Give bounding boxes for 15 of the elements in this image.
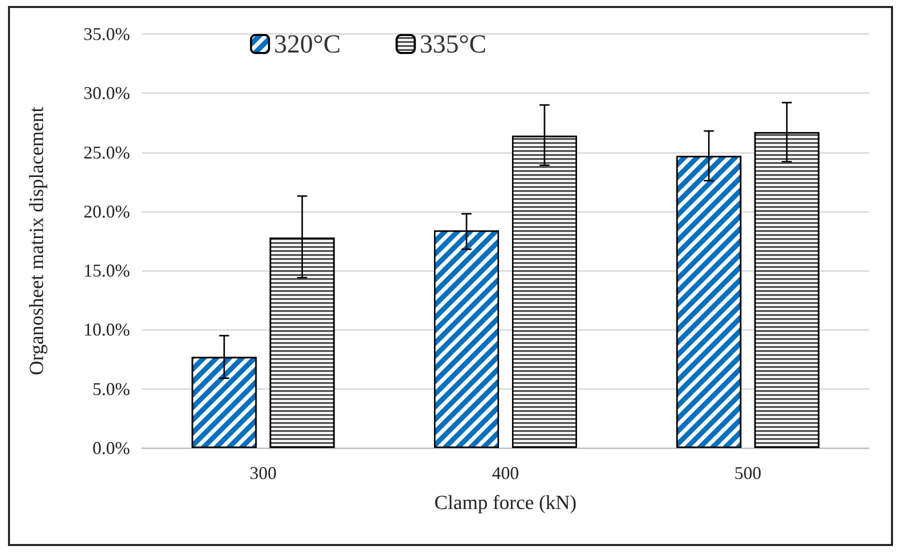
y-tick-label: 30.0% [84,83,130,104]
y-tick-label: 15.0% [84,260,130,281]
x-tick-label: 500 [734,463,762,483]
x-tick-label: 400 [492,463,519,483]
y-tick-label: 10.0% [84,320,130,340]
y-tick-label: 25.0% [84,142,130,162]
y-axis-title: Organosheet matrix displacement [26,106,48,376]
legend-label: 320°C [274,30,341,58]
y-tick-label: 20.0% [84,201,130,222]
y-tick-label: 5.0% [92,378,130,399]
legend-label: 335°C [420,30,486,58]
x-axis-title: Clamp force (kN) [434,492,577,514]
x-tick-label: 300 [250,463,277,483]
y-tick-label: 0.0% [92,438,130,458]
y-tick-label: 35.0% [84,24,130,44]
